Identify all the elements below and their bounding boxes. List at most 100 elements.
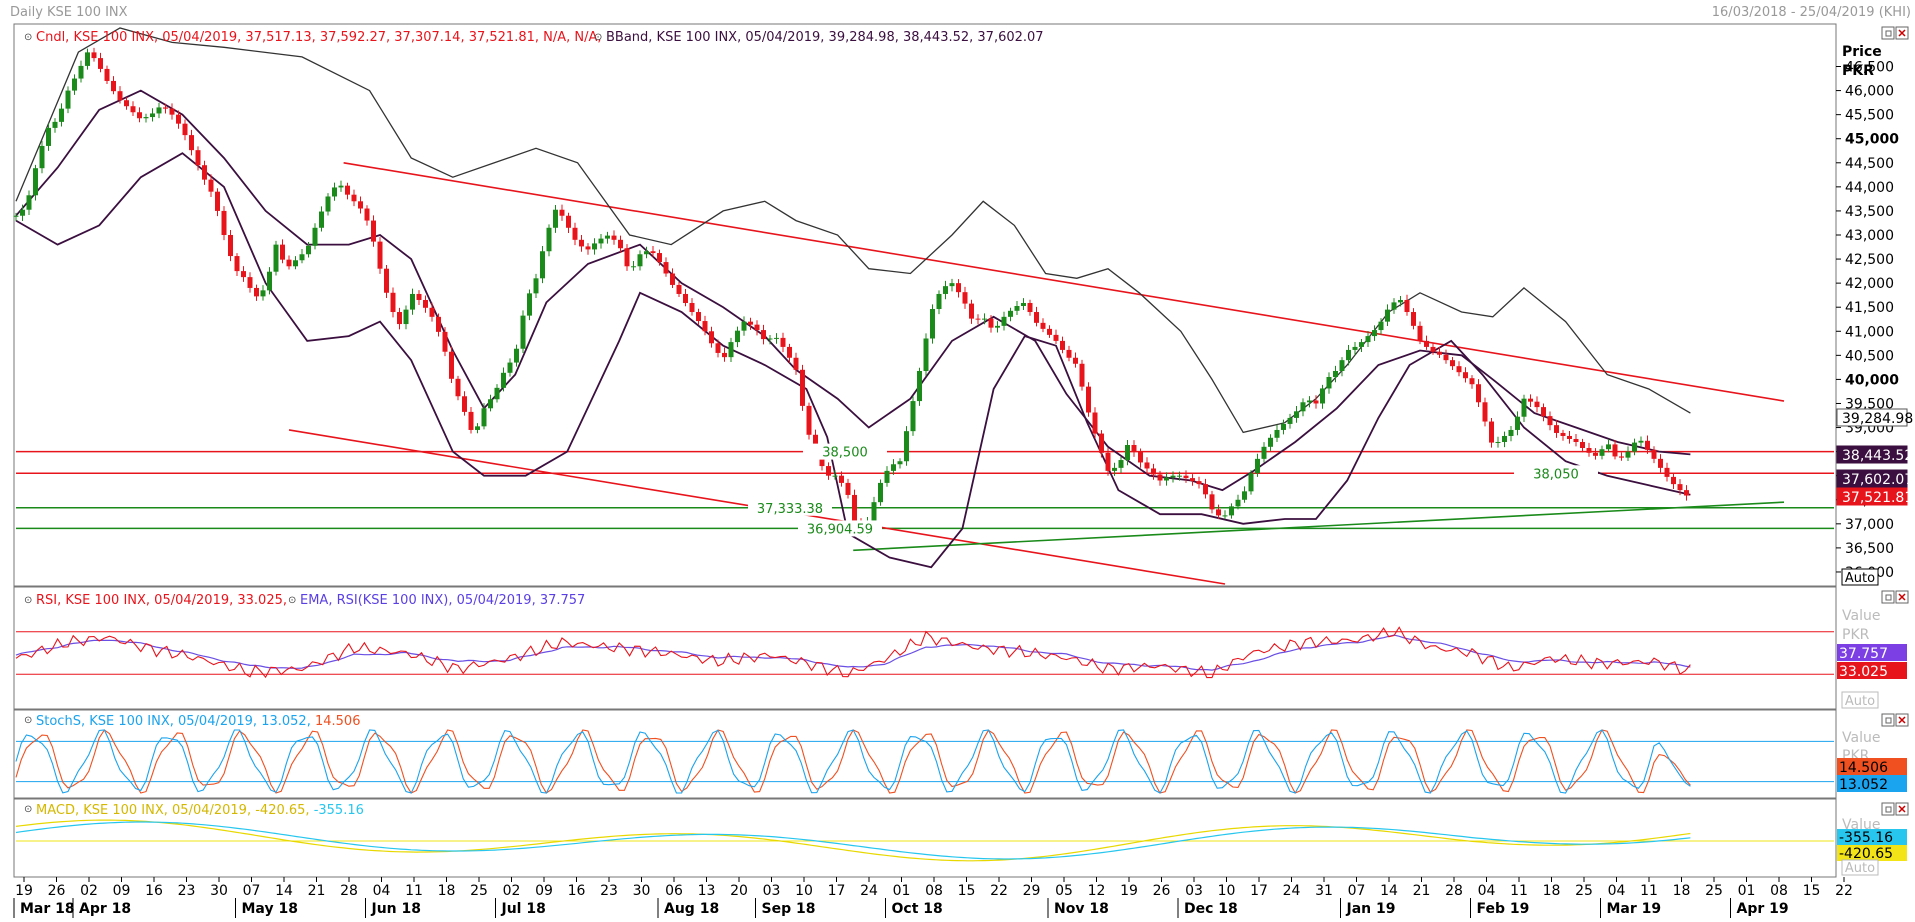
macd-legend-icon[interactable]: ⊙ (24, 804, 32, 815)
rsi-badge-text: 33.025 (1839, 664, 1888, 680)
day-label: 28 (340, 883, 358, 899)
day-label: 08 (1770, 883, 1788, 899)
candle-body (1287, 417, 1293, 424)
candle-body (234, 256, 240, 272)
candle-body (72, 78, 77, 91)
rsi-line (15, 626, 1691, 679)
day-label: 13 (698, 883, 716, 899)
candle-legend-icon[interactable]: ⊙ (24, 32, 32, 43)
candle-body (33, 168, 38, 196)
candle-body (683, 293, 688, 303)
candle-body (1079, 363, 1085, 387)
macd-auto-label: Auto (1845, 861, 1875, 876)
macd-legend-macd: -420.65, (255, 803, 309, 818)
day-label: 11 (1510, 883, 1528, 899)
rsi-badge (1837, 662, 1907, 679)
level-annotations: 38,500 38,050 37,333.38 36,904.59 (748, 443, 1598, 537)
candle-body (709, 331, 714, 344)
rsi-auto-button[interactable] (1841, 691, 1879, 709)
candle-body (273, 244, 279, 272)
day-label: 22 (1835, 883, 1853, 899)
candle-body (1528, 398, 1533, 402)
level-annotation: 38,500 (822, 446, 868, 461)
candle-body (46, 127, 51, 146)
candle-body (611, 235, 617, 240)
month-label: Mar 18 (20, 901, 75, 917)
annotation-bg (798, 520, 882, 537)
candle-body (286, 259, 292, 267)
month-label: Aug 18 (664, 901, 719, 917)
rsi-maximize-button[interactable] (1881, 590, 1895, 604)
candle-body (871, 502, 877, 522)
candle-body (1001, 316, 1007, 326)
month-label: Jul 18 (501, 901, 546, 917)
price-auto-button[interactable] (1841, 568, 1879, 586)
candle-body (1157, 474, 1163, 481)
price-tick-label: 44,500 (1845, 156, 1894, 172)
stoch-maximize-button[interactable] (1881, 713, 1895, 727)
macd-auto-button[interactable] (1841, 859, 1879, 876)
candle-body (130, 106, 136, 113)
candle-body (949, 283, 955, 287)
price-panel-controls (1881, 26, 1909, 40)
candle-body (605, 235, 610, 239)
macd-maximize-button[interactable] (1881, 802, 1895, 816)
rsi-lines (15, 626, 1834, 679)
candle-body (20, 209, 25, 216)
month-label: Oct 18 (892, 901, 943, 917)
candle-body (1183, 475, 1189, 479)
candle-body (1125, 445, 1130, 461)
price-tick-label: 46,000 (1845, 84, 1894, 100)
candle-body (774, 337, 779, 339)
candle-body (208, 179, 214, 192)
macd-lines (15, 819, 1834, 862)
day-label: 14 (275, 883, 293, 899)
candle-body (312, 227, 318, 246)
candle-body (572, 227, 578, 240)
candle-body (260, 290, 266, 297)
day-label: 15 (1803, 883, 1821, 899)
day-label: 09 (113, 883, 131, 899)
day-label: 25 (470, 883, 488, 899)
candle-body (91, 52, 97, 59)
candle-body (1274, 429, 1280, 438)
day-label: 15 (958, 883, 976, 899)
price-maximize-button[interactable] (1881, 26, 1895, 40)
day-label: 06 (665, 883, 683, 899)
bband-legend-icon[interactable]: ⊙ (594, 32, 602, 43)
candle-body (156, 107, 162, 114)
candle-body (637, 254, 643, 267)
candle-body (117, 91, 123, 101)
macd-badge (1837, 829, 1907, 845)
price-axis-title: Price (1842, 44, 1882, 60)
day-label: 28 (1445, 883, 1463, 899)
stoch-k-line (15, 729, 1691, 794)
day-label: 26 (1153, 883, 1171, 899)
candle-body (195, 150, 201, 166)
candle-body (280, 244, 285, 260)
candle-body (1170, 475, 1176, 478)
candle-body (1144, 462, 1150, 469)
rsi-legend-icon[interactable]: ⊙ (24, 595, 32, 606)
day-label: 07 (1348, 883, 1366, 899)
candle-body (358, 201, 363, 209)
day-label: 07 (243, 883, 261, 899)
candle-body (1677, 484, 1683, 491)
candle-body (449, 351, 454, 379)
stoch-legend-icon[interactable]: ⊙ (24, 715, 32, 726)
stoch-badge (1837, 775, 1907, 792)
ema-line (15, 634, 1691, 671)
ema-legend-icon[interactable]: ⊙ (288, 595, 296, 606)
maximize-icon (1885, 30, 1892, 37)
candle-body (1463, 372, 1468, 379)
day-label: 18 (1543, 883, 1561, 899)
candle-body (455, 378, 461, 397)
candle-body (1073, 357, 1078, 364)
candle-body (1047, 328, 1052, 335)
candle-body (247, 277, 253, 288)
candle-body (982, 318, 987, 320)
candle-body (553, 209, 558, 228)
stoch-legend: StochS, KSE 100 INX, 05/04/2019, (36, 714, 257, 729)
price-badge-text: 37,602.07 (1842, 472, 1913, 488)
candle-body (345, 185, 350, 195)
